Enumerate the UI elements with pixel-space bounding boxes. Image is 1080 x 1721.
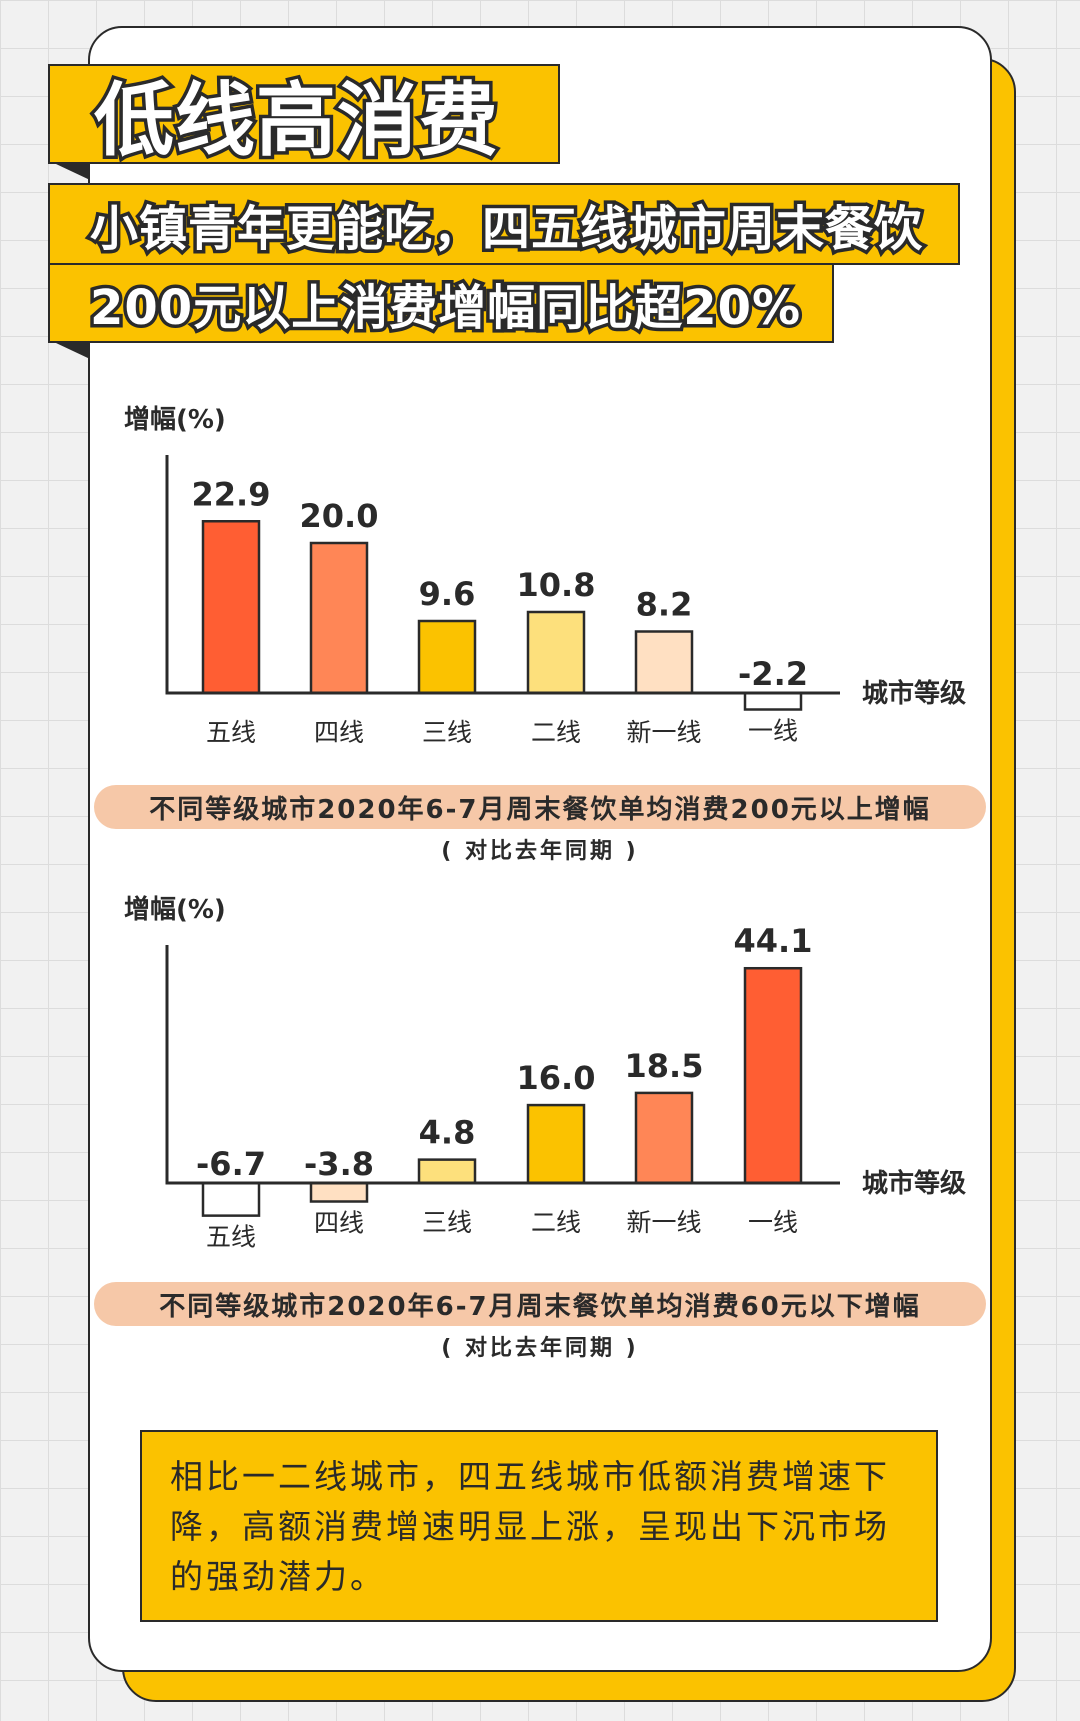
value-label: 44.1 bbox=[734, 922, 813, 960]
category-label: 五线 bbox=[206, 1223, 256, 1252]
chart-2-note: ( 对比去年同期 ) bbox=[441, 1336, 639, 1361]
chart-2-svg: -6.7 五线 -3.8 四线 4.8 三线 16.0 二线 18.5 新一线 44.1 一线 城市等级 bbox=[165, 922, 966, 1252]
y-axis-label: 增幅(%) bbox=[124, 895, 226, 925]
value-label: 10.8 bbox=[517, 566, 596, 604]
bar-5 bbox=[634, 1091, 694, 1185]
chart-200-plus: 增幅(%) 22.9 五线 20.0 四线 9.6 三线 10.8 二线 8.2 新一线 -2.2 一… bbox=[0, 395, 1080, 755]
category-label: 二线 bbox=[531, 718, 581, 747]
value-label: 20.0 bbox=[300, 497, 379, 535]
value-label: 18.5 bbox=[625, 1047, 704, 1085]
value-label: -6.7 bbox=[196, 1145, 266, 1183]
bar-1 bbox=[201, 1181, 261, 1217]
title-banner: 低线高消费 bbox=[48, 64, 560, 171]
banner-fold bbox=[56, 164, 90, 180]
subtitle-banner-2: 200元以上消费增幅同比超20% bbox=[48, 263, 834, 343]
x-axis-label: 城市等级 bbox=[862, 678, 966, 709]
chart-2-caption: 不同等级城市2020年6-7月周末餐饮单均消费60元以下增幅 bbox=[94, 1282, 986, 1326]
bar-3 bbox=[417, 619, 477, 695]
summary-box: 相比一二线城市，四五线城市低额消费增速下降，高额消费增速明显上涨，呈现出下沉市场… bbox=[140, 1430, 938, 1622]
category-label: 五线 bbox=[206, 718, 256, 747]
bar-1 bbox=[201, 520, 261, 695]
chart-1-note: ( 对比去年同期 ) bbox=[441, 839, 639, 864]
subtitle-line-1: 小镇青年更能吃，四五线城市周末餐饮 bbox=[86, 198, 925, 261]
value-label: -3.8 bbox=[304, 1145, 374, 1183]
chart-60-minus: 增幅(%) -6.7 五线 -3.8 四线 4.8 三线 16.0 二线 18.5 新一线 44.1… bbox=[0, 885, 1080, 1252]
bar-4 bbox=[526, 1103, 586, 1185]
subtitle-banner-1: 小镇青年更能吃，四五线城市周末餐饮 bbox=[48, 183, 960, 265]
category-label: 四线 bbox=[314, 718, 364, 747]
x-axis-label: 城市等级 bbox=[862, 1168, 966, 1199]
category-label: 四线 bbox=[314, 1209, 364, 1238]
value-label: 22.9 bbox=[192, 475, 271, 513]
category-label: 三线 bbox=[422, 1208, 472, 1237]
category-label: 二线 bbox=[531, 1208, 581, 1237]
category-label: 一线 bbox=[748, 717, 798, 746]
bar-6 bbox=[743, 966, 803, 1185]
category-label: 三线 bbox=[422, 718, 472, 747]
category-label: 新一线 bbox=[626, 1208, 701, 1237]
category-label: 新一线 bbox=[626, 718, 701, 747]
value-label: 4.8 bbox=[419, 1114, 476, 1152]
bar-5 bbox=[634, 630, 694, 695]
bar-6 bbox=[743, 691, 803, 711]
category-label: 一线 bbox=[748, 1208, 798, 1237]
page-title: 低线高消费 bbox=[91, 71, 502, 171]
bar-3 bbox=[417, 1158, 477, 1185]
y-axis-label: 增幅(%) bbox=[124, 405, 226, 435]
value-label: -2.2 bbox=[738, 655, 808, 693]
bar-2 bbox=[309, 1181, 369, 1203]
bar-2 bbox=[309, 541, 369, 695]
subtitle-line-2: 200元以上消费增幅同比超20% bbox=[86, 277, 803, 340]
banner-fold bbox=[56, 343, 90, 359]
chart-1-caption: 不同等级城市2020年6-7月周末餐饮单均消费200元以上增幅 bbox=[94, 785, 986, 829]
value-label: 9.6 bbox=[419, 575, 476, 613]
value-label: 8.2 bbox=[636, 586, 693, 624]
value-label: 16.0 bbox=[517, 1059, 596, 1097]
bar-4 bbox=[526, 610, 586, 695]
chart-1-svg: 22.9 五线 20.0 四线 9.6 三线 10.8 二线 8.2 新一线 -2.2 一线 城市等级 bbox=[165, 455, 966, 747]
